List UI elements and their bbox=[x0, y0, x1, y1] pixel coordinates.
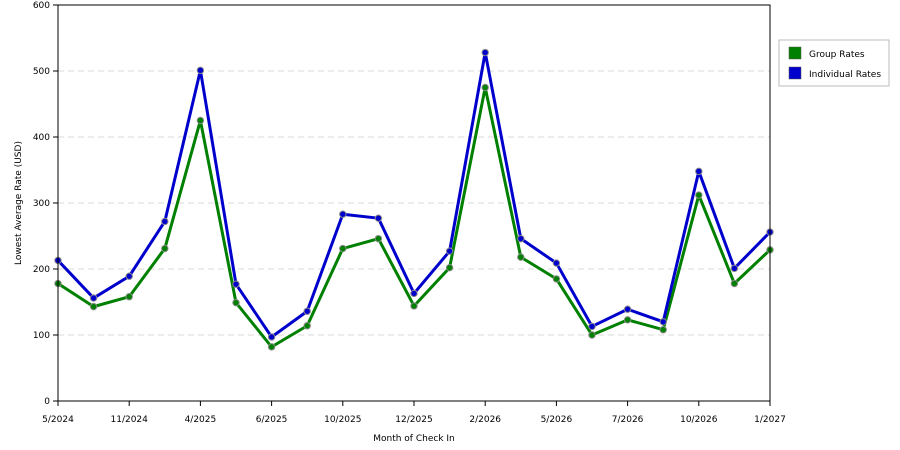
y-tick-label: 500 bbox=[33, 67, 50, 77]
x-tick-label: 10/2025 bbox=[324, 415, 361, 425]
series-layer bbox=[54, 48, 774, 351]
x-axis-ticks: 5/2024 11/2024 4/2025 6/2025 10/2025 12/2025 2… bbox=[42, 401, 786, 425]
y-tick-label: 400 bbox=[33, 133, 50, 143]
data-point-individual-rates bbox=[89, 294, 98, 302]
data-point-individual-rates bbox=[623, 305, 632, 313]
data-point-individual-rates bbox=[374, 214, 383, 222]
data-point-group-rates bbox=[445, 263, 454, 272]
x-tick-label: 2/2026 bbox=[469, 415, 501, 425]
data-point-individual-rates bbox=[517, 234, 525, 243]
data-point-group-rates bbox=[161, 244, 169, 253]
data-point-individual-rates bbox=[481, 48, 489, 57]
data-point-individual-rates bbox=[232, 280, 240, 288]
data-point-individual-rates bbox=[445, 247, 454, 255]
legend: Group Rates Individual Rates bbox=[778, 39, 890, 87]
data-point-group-rates bbox=[125, 293, 133, 301]
data-point-individual-rates bbox=[161, 217, 169, 226]
data-point-group-rates bbox=[588, 331, 596, 339]
data-point-individual-rates bbox=[196, 66, 205, 75]
legend-swatch-group-rates bbox=[788, 46, 802, 60]
x-tick-label: 6/2025 bbox=[256, 415, 288, 425]
data-point-group-rates bbox=[517, 253, 525, 261]
x-tick-label: 4/2025 bbox=[185, 415, 217, 425]
x-tick-label: 5/2024 bbox=[42, 415, 74, 425]
data-point-group-rates bbox=[374, 234, 383, 243]
data-point-group-rates bbox=[695, 191, 703, 199]
y-tick-label: 200 bbox=[33, 265, 50, 275]
data-point-group-rates bbox=[339, 244, 347, 253]
y-axis-title: Lowest Average Rate (USD) bbox=[14, 141, 24, 265]
data-point-group-rates bbox=[623, 316, 632, 324]
data-point-group-rates bbox=[232, 298, 240, 307]
y-tick-label: 600 bbox=[33, 1, 50, 11]
data-point-group-rates bbox=[196, 116, 205, 125]
gridlines bbox=[58, 70, 770, 336]
x-tick-label: 10/2026 bbox=[680, 415, 718, 425]
data-point-group-rates bbox=[659, 326, 667, 334]
data-point-group-rates bbox=[303, 322, 311, 330]
data-point-group-rates bbox=[267, 343, 276, 351]
data-point-individual-rates bbox=[552, 259, 561, 267]
data-point-individual-rates bbox=[125, 272, 133, 280]
x-tick-label: 5/2026 bbox=[541, 415, 573, 425]
y-axis-ticks: 0 100 200 300 400 500 600 bbox=[33, 1, 58, 407]
data-point-group-rates bbox=[730, 279, 739, 288]
data-point-individual-rates bbox=[303, 307, 311, 315]
x-tick-label: 12/2025 bbox=[395, 415, 432, 425]
data-point-individual-rates bbox=[267, 333, 276, 341]
data-point-group-rates bbox=[481, 83, 489, 92]
data-point-individual-rates bbox=[588, 322, 596, 331]
legend-label-individual-rates: Individual Rates bbox=[809, 70, 881, 80]
y-tick-label: 300 bbox=[33, 199, 50, 209]
y-tick-label: 0 bbox=[44, 397, 50, 407]
x-tick-label: 1/2027 bbox=[754, 415, 786, 425]
data-point-group-rates bbox=[410, 302, 418, 310]
legend-swatch-individual-rates bbox=[788, 66, 802, 80]
data-point-individual-rates bbox=[659, 318, 667, 326]
legend-label-group-rates: Group Rates bbox=[809, 50, 865, 60]
x-tick-label: 11/2024 bbox=[111, 415, 149, 425]
data-point-individual-rates bbox=[695, 167, 703, 176]
y-tick-label: 100 bbox=[33, 331, 50, 341]
data-point-group-rates bbox=[89, 302, 98, 311]
data-point-individual-rates bbox=[730, 264, 739, 273]
data-point-group-rates bbox=[552, 275, 561, 283]
x-axis-title: Month of Check In bbox=[373, 434, 455, 444]
data-point-individual-rates bbox=[339, 210, 347, 218]
data-point-individual-rates bbox=[410, 289, 418, 298]
x-tick-label: 7/2026 bbox=[612, 415, 644, 425]
